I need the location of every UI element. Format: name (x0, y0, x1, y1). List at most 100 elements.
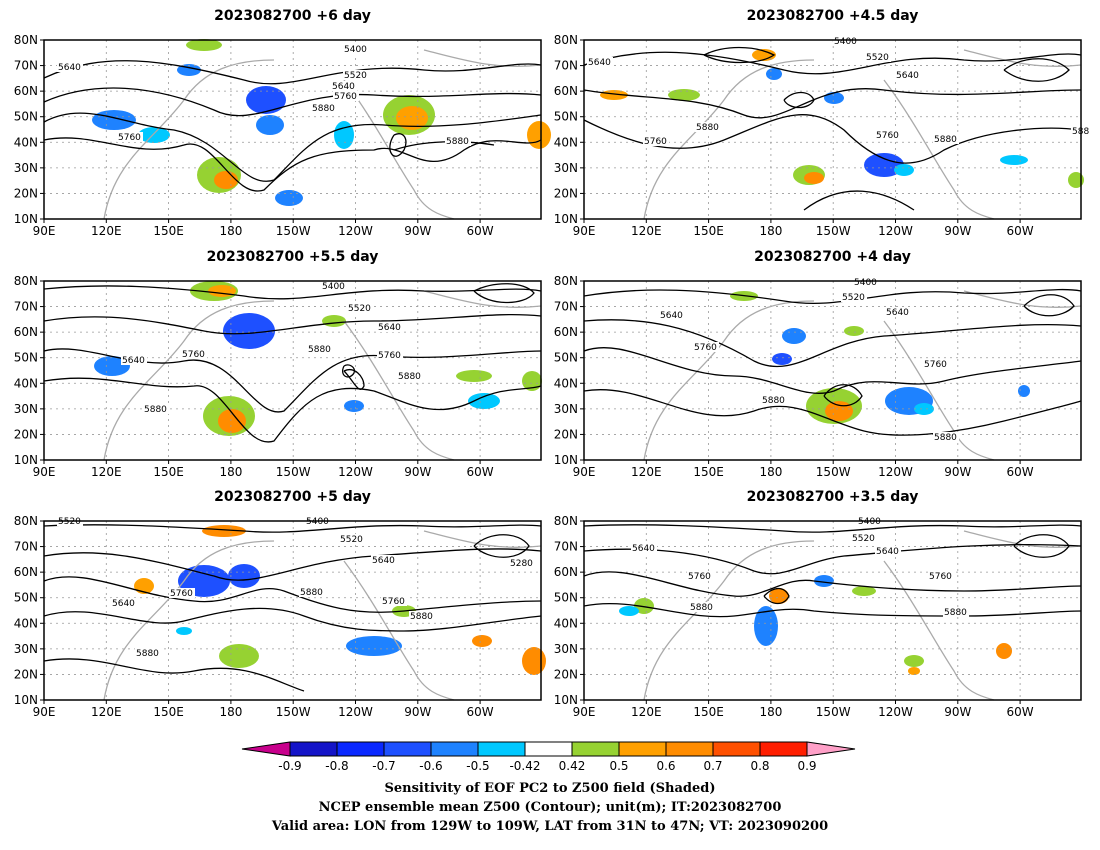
lat-tick-label: 60N (14, 565, 38, 579)
lat-tick-label: 50N (554, 591, 578, 605)
contour-label: 5520 (340, 535, 363, 545)
contour-label: 5880 (762, 396, 785, 406)
contour-label: 5760 (644, 137, 667, 147)
z500-contour (43, 313, 542, 335)
sensitivity-shading (754, 606, 778, 646)
z500-contour (43, 60, 542, 85)
lon-tick-label: 150W (276, 705, 311, 719)
lon-tick-label: 60W (467, 705, 494, 719)
lon-tick-label: 120W (338, 705, 373, 719)
contour-label-bg (57, 62, 83, 72)
sensitivity-shading (186, 39, 222, 51)
contour-label-bg (343, 44, 369, 54)
lon-tick-label: 120E (631, 705, 662, 719)
colorbar-label: -0.7 (372, 759, 395, 773)
contour-label-bg (895, 70, 921, 80)
lat-tick-label: 40N (554, 616, 578, 630)
coastline (423, 49, 542, 67)
lon-tick-label: 90W (404, 465, 431, 479)
contour-label-bg (761, 395, 787, 405)
lon-tick-label: 90E (33, 224, 56, 238)
sensitivity-shading (527, 121, 551, 149)
sensitivity-shading (468, 393, 500, 409)
contour-label: 5640 (122, 356, 145, 366)
z500-contour (1003, 58, 1070, 82)
lon-tick-label: 120W (878, 224, 913, 238)
lat-tick-label: 30N (14, 402, 38, 416)
z500-contour (703, 46, 776, 64)
sensitivity-shading (208, 285, 236, 297)
sensitivity-shading (275, 190, 303, 206)
lat-tick-label: 60N (14, 325, 38, 339)
contour-label-bg (343, 70, 369, 80)
z500-contour (583, 319, 1082, 368)
z500-contour (43, 607, 542, 632)
contour-label: 5640 (896, 71, 919, 81)
coastline (343, 79, 455, 220)
lat-tick-label: 30N (554, 642, 578, 656)
contour-label-bg (169, 588, 195, 598)
colorbar-label: 0.8 (750, 759, 769, 773)
contour-label-bg (181, 349, 207, 359)
footer-line-3: Valid area: LON from 129W to 109W, LAT f… (271, 819, 828, 834)
lon-tick-label: 150W (816, 705, 851, 719)
lon-tick-label: 60W (1007, 705, 1034, 719)
sensitivity-shading (804, 172, 824, 184)
lon-tick-label: 90E (33, 705, 56, 719)
coastline (103, 540, 275, 701)
contour-label: 5640 (378, 323, 401, 333)
lon-tick-label: 150E (693, 705, 724, 719)
colorbar-label: 0.7 (703, 759, 722, 773)
contour-label-bg (333, 91, 359, 101)
panel-title: 2023082700 +4 day (754, 249, 911, 265)
contour-label-bg (875, 130, 901, 140)
contour-label: 5880 (410, 612, 433, 622)
coastline (343, 560, 455, 701)
contour-label: 5880 (136, 649, 159, 659)
contour-label: 5760 (688, 572, 711, 582)
sensitivity-shading (223, 313, 275, 349)
sensitivity-shading (214, 171, 238, 189)
colorbar-label: 0.9 (797, 759, 816, 773)
colorbar-segment (759, 741, 808, 757)
lat-tick-label: 80N (554, 514, 578, 528)
contour-label-bg (117, 132, 143, 142)
contour-label: 5760 (929, 572, 952, 582)
sensitivity-shading (619, 606, 639, 616)
contour-label-bg (299, 587, 325, 597)
sensitivity-shading (246, 86, 286, 114)
sensitivity-shading (772, 353, 792, 365)
coastline (343, 320, 455, 461)
sensitivity-shading (334, 121, 354, 149)
contour-label-bg (377, 322, 403, 332)
sensitivity-shading (825, 401, 853, 421)
contour-label-bg (923, 359, 949, 369)
sensitivity-shading (176, 627, 192, 635)
colorbar-segment (665, 741, 714, 757)
panel-frame (583, 520, 1082, 701)
colorbar-segment (289, 741, 338, 757)
z500-contour (583, 51, 1082, 75)
lat-tick-label: 20N (554, 186, 578, 200)
z500-contour (389, 133, 407, 157)
panel-frame (43, 39, 542, 220)
sensitivity-shading (782, 328, 806, 344)
lat-tick-label: 60N (554, 84, 578, 98)
lon-tick-label: 90E (573, 224, 596, 238)
colorbar-segment (477, 741, 526, 757)
colorbar-segment (712, 741, 761, 757)
contour-label: 5640 (372, 556, 395, 566)
coastline (423, 290, 542, 308)
lat-tick-label: 60N (14, 84, 38, 98)
sensitivity-shading (996, 643, 1012, 659)
lon-tick-label: 180 (219, 224, 242, 238)
lat-tick-label: 50N (14, 591, 38, 605)
contour-label-bg (321, 281, 347, 291)
contour-label: 5760 (334, 92, 357, 102)
sensitivity-shading (634, 598, 654, 614)
contour-label-bg (371, 555, 397, 565)
panel-title: 2023082700 +6 day (214, 8, 371, 24)
lat-tick-label: 40N (14, 376, 38, 390)
